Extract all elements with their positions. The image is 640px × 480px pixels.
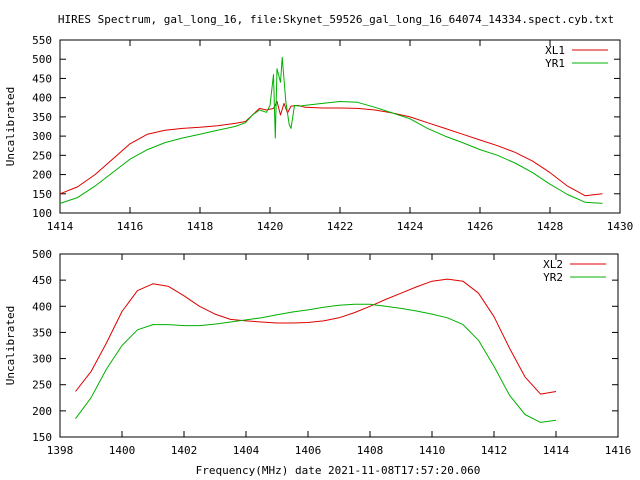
- legend-label-yr2: YR2: [543, 271, 563, 284]
- y-tick-label: 400: [32, 92, 52, 105]
- x-tick-label: 1416: [117, 220, 144, 233]
- y-tick-label: 500: [32, 248, 52, 261]
- y-tick-label: 200: [32, 405, 52, 418]
- y-tick-label: 300: [32, 353, 52, 366]
- x-tick-label: 1406: [295, 444, 322, 457]
- x-tick-label: 1398: [47, 444, 74, 457]
- y-tick-label: 150: [32, 188, 52, 201]
- x-tick-label: 1404: [233, 444, 260, 457]
- x-tick-label: 1408: [357, 444, 384, 457]
- y-tick-label: 350: [32, 111, 52, 124]
- y-tick-label: 450: [32, 274, 52, 287]
- x-tick-label: 1410: [419, 444, 446, 457]
- x-axis-label: Frequency(MHz) date 2021-11-08T17:57:20.…: [196, 464, 481, 477]
- y-tick-label: 400: [32, 300, 52, 313]
- y-axis-label: Uncalibrated: [4, 87, 17, 166]
- legend-label-yr1: YR1: [545, 57, 565, 70]
- series-line-xl2: [75, 278, 557, 395]
- x-tick-label: 1402: [171, 444, 198, 457]
- plot-frame: [59, 253, 619, 438]
- y-tick-label: 500: [32, 53, 52, 66]
- x-tick-label: 1400: [109, 444, 136, 457]
- y-tick-label: 550: [32, 34, 52, 47]
- x-tick-label: 1424: [397, 220, 424, 233]
- x-tick-label: 1418: [187, 220, 214, 233]
- y-tick-label: 350: [32, 326, 52, 339]
- x-tick-label: 1412: [481, 444, 508, 457]
- y-axis-label: Uncalibrated: [4, 306, 17, 385]
- panel-xl2-yr2: 1398 1400 1402 1404 1406 1408 1410 1412 1414 1416…: [4, 248, 631, 457]
- series-line-yr1: [59, 56, 603, 204]
- y-tick-label: 150: [32, 431, 52, 444]
- legend-label-xl1: XL1: [545, 44, 565, 57]
- x-tick-label: 1416: [605, 444, 632, 457]
- chart-title: HIRES Spectrum, gal_long_16, file:Skynet…: [58, 13, 614, 26]
- y-tick-label: 200: [32, 169, 52, 182]
- legend-label-xl2: XL2: [543, 258, 563, 271]
- x-tick-label: 1414: [543, 444, 570, 457]
- y-tick-label: 250: [32, 379, 52, 392]
- series-line-yr2: [75, 303, 557, 423]
- series-line-xl1: [59, 101, 603, 197]
- y-tick-label: 300: [32, 130, 52, 143]
- y-tick-label: 100: [32, 207, 52, 220]
- x-tick-label: 1428: [537, 220, 564, 233]
- x-tick-label: 1420: [257, 220, 284, 233]
- y-tick-label: 250: [32, 149, 52, 162]
- x-tick-label: 1430: [607, 220, 634, 233]
- plot-frame: [59, 39, 621, 214]
- x-tick-label: 1422: [327, 220, 354, 233]
- x-tick-label: 1426: [467, 220, 494, 233]
- panel-xl1-yr1: 1414 1416 1418 1420 1422 1424 1426 1428 1430 100 1…: [4, 34, 633, 233]
- x-tick-label: 1414: [47, 220, 74, 233]
- y-tick-label: 450: [32, 72, 52, 85]
